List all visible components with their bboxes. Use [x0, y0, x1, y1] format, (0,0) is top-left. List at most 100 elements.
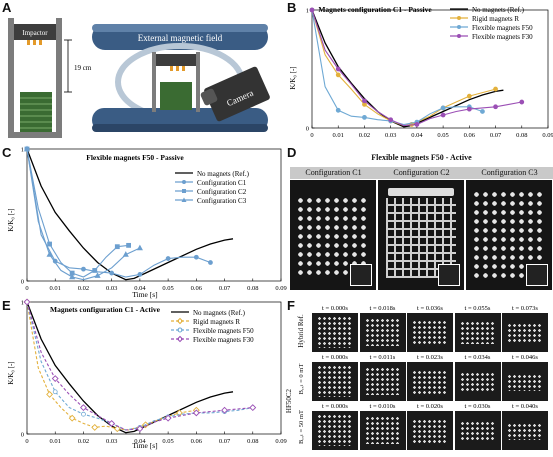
chartE-point [68, 414, 76, 422]
frame-time-label: t = 0.020s [407, 402, 453, 411]
height-label: 19 cm [74, 64, 92, 72]
frame-lattice-image [507, 323, 543, 344]
frame-lattice-image [317, 316, 353, 348]
chartB-point [493, 86, 498, 92]
frame-r2-c1: t = 0.000s [312, 353, 358, 401]
frame-r2-c3: t = 0.023s [407, 353, 453, 401]
chartE-series-line-0 [26, 301, 234, 434]
chart-c-legend-c1: Configuration C1 [197, 179, 247, 187]
chart-b-ylabel: K/K₀ [-] [289, 66, 297, 89]
chartB-xtick: 0.09 [542, 132, 553, 139]
chart-b-legend-f50: Flexible magnets F50 [472, 24, 533, 32]
chartE-point [81, 411, 86, 417]
frame-lattice-image [459, 420, 495, 442]
photo-config-c3 [466, 180, 552, 290]
photo-config-c1 [290, 180, 376, 290]
chartE-xtick: 0.07 [219, 438, 231, 445]
chartE-xtick: 0.08 [247, 438, 258, 445]
chartE-series-line-1 [26, 301, 197, 431]
frame-lattice-image [459, 321, 495, 345]
frame-lattice-image [317, 414, 353, 446]
panel-a-schematic: Impactor 19 cm External magnetic field C… [8, 18, 270, 138]
frame-time-label: t = 0.055s [454, 304, 501, 313]
frame-time-label: t = 0.000s [312, 353, 358, 362]
inset-config-c2-icon [438, 264, 460, 286]
setup-base [8, 132, 62, 138]
chartC-xtick: 0.07 [219, 285, 231, 292]
chartE-point [80, 404, 87, 412]
chartE-xtick: 0.02 [78, 438, 89, 445]
frame-lattice-image [507, 374, 543, 392]
chartE-xtick: 0.06 [191, 438, 203, 445]
chartC-point [92, 268, 98, 273]
chartE-point [23, 298, 31, 306]
chartE-point [51, 375, 59, 382]
chartB-point [466, 93, 472, 99]
frame-r3-c5: t = 0.040s [502, 402, 548, 450]
group-label-hf50c2: HF50C2 [285, 388, 293, 414]
config-label-c1: Configuration C1 [305, 168, 362, 177]
panel-letter-f: F [287, 298, 295, 313]
chartE-point [164, 414, 172, 422]
frame-lattice-image [412, 369, 448, 394]
chartC-series-line-3 [26, 148, 141, 281]
panel-letter-c: C [2, 145, 12, 160]
impactor-label: Impactor [22, 29, 48, 37]
setup-wall-right [56, 18, 62, 136]
chart-b: Magnets configuration C1 - Passive K/K₀ … [289, 5, 553, 139]
chartE-point [192, 409, 200, 417]
chart-e-legend-ref: No magnets (Ref.) [193, 309, 246, 317]
panel-d: Flexible magnets F50 - Active Configurat… [290, 145, 553, 298]
chartB-point [519, 99, 525, 105]
frame-lattice-image [507, 423, 543, 441]
chart-c-legend-c2: Configuration C2 [197, 188, 247, 196]
chart-e-legend: No magnets (Ref.) Rigid magnets R Flexib… [171, 309, 254, 344]
chartB-point [335, 66, 341, 72]
sample-lattice-pattern [20, 97, 52, 129]
chartB-point [440, 105, 446, 111]
frame-r2-c5: t = 0.046s [502, 353, 548, 401]
chartC-xtick: 0.02 [78, 285, 89, 292]
chart-b-legend: No magnets (Ref.) Rigid magnets R Flexib… [450, 6, 533, 41]
chartB-xtick: 0.07 [490, 132, 502, 139]
frame-r3-c2: t = 0.010s [359, 402, 406, 450]
impactor-block [14, 24, 56, 40]
chart-e: Magnets configuration C1 - Active K/K₀ [… [7, 298, 287, 450]
chartB-point [335, 107, 341, 113]
panel-letter-d: D [287, 145, 297, 160]
frame-time-label: t = 0.023s [407, 353, 453, 362]
chartB-xtick: 0.05 [437, 132, 448, 139]
panel-letter-b: B [287, 0, 297, 15]
impactor-magnets-icon [27, 40, 42, 45]
panel-f: Hybrid Ref. HF50C2 Bₑₓₜ = 0 mT Bₑₓₜ = 50… [285, 304, 553, 451]
chartC-series-line-2 [26, 148, 129, 278]
chartC-ytick: 1 [21, 147, 24, 154]
frame-lattice-image [364, 317, 400, 347]
chartC-point [114, 244, 120, 250]
chartC-point [126, 242, 131, 248]
chart-c-legend-ref: No magnets (Ref.) [197, 170, 250, 178]
chartC-xtick: 0.01 [50, 285, 61, 292]
chartB-point [309, 7, 315, 13]
frame-r1-c1: t = 0.000s [312, 304, 358, 352]
chart-b-legend-ref: No magnets (Ref.) [472, 6, 525, 14]
field-label: External magnetic field [138, 33, 223, 43]
chartB-xtick: 0.01 [333, 132, 344, 139]
chartB-point [493, 104, 498, 110]
frame-time-label: t = 0.000s [312, 402, 358, 411]
chart-b-legend-rigid: Rigid magnets R [472, 15, 519, 23]
row-label-50mt: Bₑₓₜ = 50 mT [298, 410, 305, 444]
chart-e-xlabel: Time [s] [132, 441, 157, 450]
frame-r1-c5: t = 0.073s [502, 304, 548, 352]
chartB-xtick: 0.03 [385, 132, 396, 139]
chartE-point [52, 389, 58, 395]
chartC-point [47, 241, 52, 247]
chartE-series-line-3 [26, 301, 253, 431]
chartC-xtick: 0.03 [106, 285, 117, 292]
frame-lattice-image [412, 418, 448, 443]
chartC-point [193, 254, 199, 260]
chartC-xtick: 0.09 [275, 285, 286, 292]
chartC-point [81, 266, 86, 272]
frame-time-label: t = 0.046s [502, 353, 548, 362]
camera-icon: Camera [200, 66, 270, 122]
